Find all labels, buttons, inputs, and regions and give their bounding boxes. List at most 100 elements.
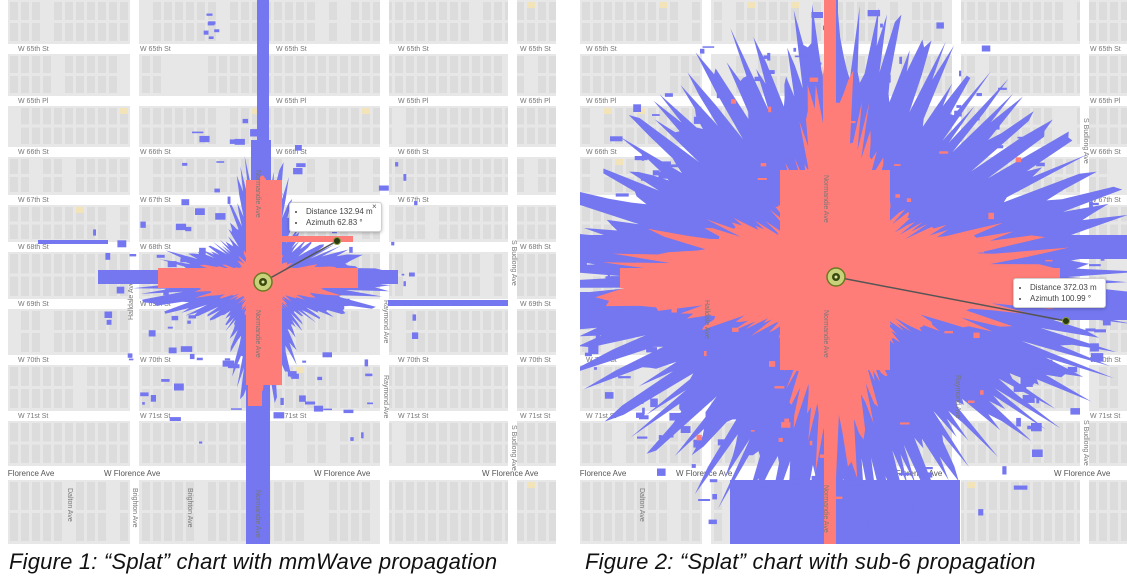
building: [318, 311, 326, 330]
building: [1011, 2, 1019, 20]
building: [417, 311, 425, 330]
building: [142, 333, 150, 352]
building: [472, 423, 480, 442]
building: [1055, 423, 1063, 442]
transmitter-icon[interactable]: [826, 267, 846, 287]
building: [450, 177, 458, 192]
measurement-endpoint-icon[interactable]: [333, 237, 341, 245]
building: [461, 389, 469, 408]
building: [219, 224, 227, 239]
building: [1121, 127, 1127, 144]
nlos-speck: [208, 36, 214, 39]
street-label: Normandie Ave: [254, 310, 261, 358]
building: [296, 76, 304, 93]
building: [846, 2, 854, 20]
street-label: Normandie Ave: [254, 170, 261, 218]
building: [857, 23, 865, 41]
building: [450, 333, 458, 352]
building: [604, 482, 612, 510]
building: [1044, 444, 1052, 463]
building: [65, 444, 73, 463]
building: [549, 367, 556, 386]
nlos-speck: [167, 326, 173, 329]
nlos-speck: [657, 468, 666, 476]
nlos-speck: [680, 426, 691, 433]
nlos-speck: [855, 476, 861, 485]
building: [142, 108, 150, 125]
building: [604, 444, 612, 463]
building: [439, 127, 447, 144]
close-icon[interactable]: ×: [372, 202, 377, 211]
building: [98, 127, 106, 144]
building: [307, 444, 315, 463]
building: [318, 333, 326, 352]
building: [945, 444, 953, 463]
building: [472, 333, 480, 352]
building: [362, 367, 370, 386]
nlos-speck: [1013, 383, 1027, 392]
building: [923, 2, 931, 20]
building: [527, 2, 535, 20]
nlos-speck: [378, 185, 389, 191]
building: [252, 2, 260, 20]
building: [582, 389, 590, 408]
building: [1121, 423, 1127, 442]
building: [637, 108, 645, 125]
building: [219, 367, 227, 386]
map-canvas[interactable]: W 65th St W 65th St W 65th Pl W 65th Pl …: [580, 0, 1127, 544]
building: [164, 423, 172, 442]
building: [1055, 444, 1063, 463]
building: [318, 444, 326, 463]
building: [373, 444, 381, 463]
building: [846, 23, 854, 41]
building: [120, 23, 128, 41]
building: [153, 444, 161, 463]
building: [142, 224, 150, 239]
building: [1099, 482, 1107, 510]
building: [1099, 76, 1107, 93]
building: [340, 159, 348, 174]
building: [461, 127, 469, 144]
building: [373, 367, 381, 386]
building: [428, 2, 436, 20]
building: [604, 56, 612, 73]
building: [219, 333, 227, 352]
building: [318, 367, 326, 386]
map-canvas[interactable]: W 65th St W 65th St W 65th St W 65th St …: [8, 0, 556, 544]
building: [857, 56, 865, 73]
building: [615, 76, 623, 93]
building: [109, 254, 117, 274]
nlos-speck: [148, 330, 156, 337]
building: [87, 482, 95, 510]
building: [76, 127, 84, 144]
nlos-speck: [395, 162, 399, 167]
street-label: Brighton Ave: [131, 488, 138, 528]
building: [406, 367, 414, 386]
building: [791, 23, 799, 41]
building: [670, 2, 678, 20]
building: [296, 367, 304, 373]
building: [1121, 444, 1127, 463]
building: [120, 367, 128, 386]
building: [417, 482, 425, 510]
building: [186, 207, 194, 222]
nlos-speck: [1089, 201, 1093, 210]
building: [362, 423, 370, 442]
transmitter-icon[interactable]: [253, 272, 273, 292]
splat-map-sub6[interactable]: W 65th St W 65th St W 65th Pl W 65th Pl …: [580, 0, 1127, 544]
nlos-speck: [615, 193, 629, 197]
nlos-speck: [1036, 162, 1045, 167]
los-speck: [850, 121, 856, 124]
splat-map-mmwave[interactable]: W 65th St W 65th St W 65th St W 65th St …: [8, 0, 556, 544]
building: [945, 76, 953, 93]
building: [967, 56, 975, 73]
los-speck: [894, 164, 901, 166]
nlos-speck: [361, 432, 364, 439]
building: [98, 444, 106, 463]
measurement-endpoint-icon[interactable]: [1062, 317, 1070, 325]
building: [538, 333, 546, 352]
building: [406, 513, 414, 541]
building: [659, 2, 667, 20]
building: [296, 56, 304, 73]
building: [274, 56, 282, 73]
